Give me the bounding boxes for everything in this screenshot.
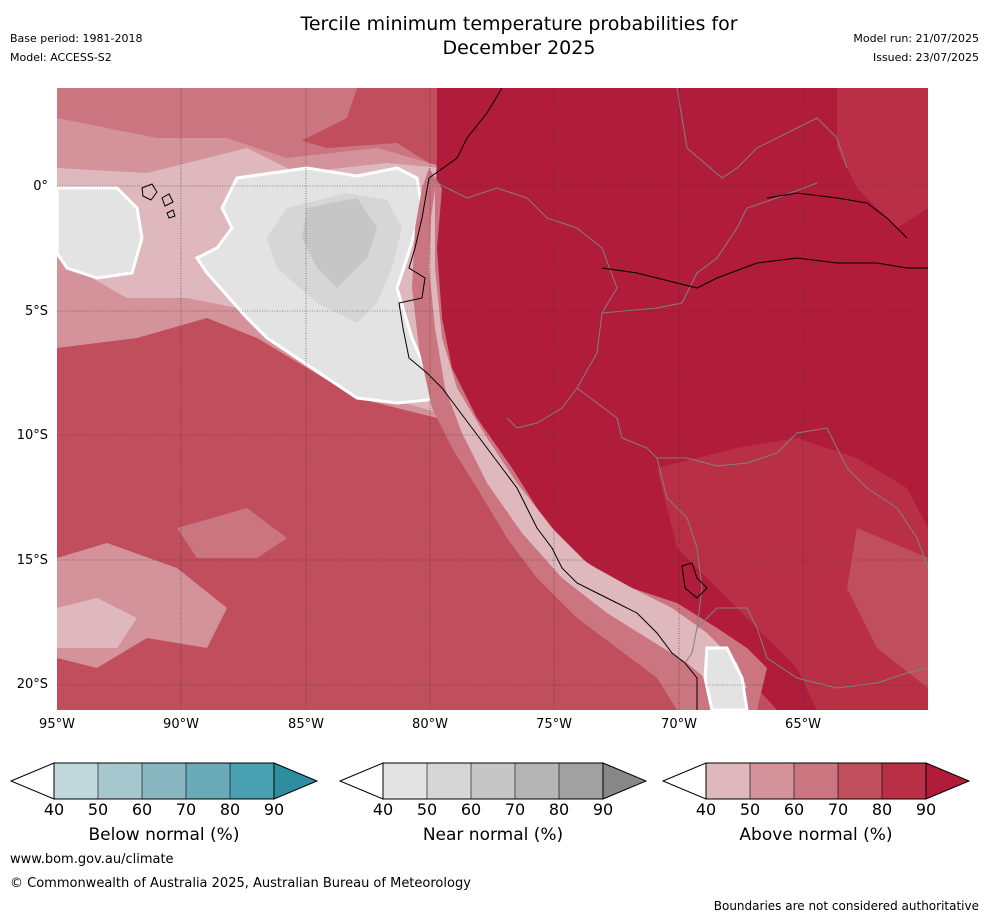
amazon-river	[601, 257, 928, 289]
colorbar-above-tick-80: 80	[871, 800, 893, 819]
colorbar-below-lower-extend	[10, 762, 55, 800]
boundary-ecuador-peru-colombia	[428, 177, 618, 429]
colorbar-above-tick-60: 60	[783, 800, 805, 819]
colorbar-near-tick-60: 60	[460, 800, 482, 819]
colorbar-below-segment-40-50	[54, 763, 98, 799]
colorbar-near-normal	[339, 762, 647, 800]
land-region-70-80-southeast	[847, 528, 928, 688]
colorbar-near-upper-extend	[602, 762, 647, 800]
colorbar-near-tick-80: 80	[548, 800, 570, 819]
near-normal-region-south	[703, 646, 749, 710]
colorbar-above-tick-90: 90	[915, 800, 937, 819]
colorbar-near-segment-70-80	[515, 763, 559, 799]
boundary-bolivia-chile-argentina	[696, 607, 928, 689]
lat-label-10s: 10°S	[16, 428, 48, 443]
lat-label-0: 0°	[33, 179, 48, 194]
colorbar-above-segment-80-90	[882, 763, 926, 799]
boundary-northern	[676, 88, 848, 179]
colorbar-above-tick-40: 40	[695, 800, 717, 819]
title-line-1: Tercile minimum temperature probabilitie…	[300, 13, 738, 35]
galapagos-island-2	[161, 193, 174, 207]
lon-label-85w: 85°W	[288, 717, 324, 732]
lat-label-15s: 15°S	[16, 553, 48, 568]
colorbar-above-lower-extend	[662, 762, 707, 800]
colorbar-above-segment-50-60	[750, 763, 794, 799]
lon-label-65w: 65°W	[785, 717, 821, 732]
colorbar-near-label: Near normal (%)	[422, 825, 564, 845]
colorbar-below-segment-50-60	[98, 763, 142, 799]
colorbar-near-segment-60-70	[471, 763, 515, 799]
ocean-patch-40-50-sw	[57, 598, 137, 648]
near-normal-region-central-60-70	[302, 198, 377, 288]
land-region-80-90-northeast	[837, 88, 928, 228]
lon-label-90w: 90°W	[163, 717, 199, 732]
colorbar-below-tick-70: 70	[175, 800, 197, 819]
colorbar-above-segment-70-80	[838, 763, 882, 799]
colorbar-near-tick-90: 90	[592, 800, 614, 819]
coastline-south-america	[398, 88, 698, 710]
model-name-text: Model: ACCESS-S2	[10, 51, 112, 64]
colorbar-below-normal	[10, 762, 318, 800]
website-link[interactable]: www.bom.gov.au/climate	[10, 852, 174, 867]
colorbar-near-lower-extend	[339, 762, 384, 800]
colorbar-near-segment-40-50	[383, 763, 427, 799]
lon-label-70w: 70°W	[661, 717, 697, 732]
colorbar-above-upper-extend	[925, 762, 970, 800]
colorbar-below-segment-70-80	[186, 763, 230, 799]
model-run-text: Model run: 21/07/2025	[853, 32, 979, 45]
base-period-text: Base period: 1981-2018	[10, 32, 143, 45]
title-line-2: December 2025	[442, 37, 596, 59]
lat-label-5s: 5°S	[24, 304, 48, 319]
colorbar-above-tick-70: 70	[827, 800, 849, 819]
probability-map	[57, 88, 928, 710]
lat-label-20s: 20°S	[16, 677, 48, 692]
graticule	[57, 88, 928, 710]
ocean-patch-60-70-sw	[177, 508, 287, 558]
colorbar-below-tick-40: 40	[43, 800, 65, 819]
land-region-80-90-south	[657, 438, 928, 710]
colorbar-near-tick-50: 50	[416, 800, 438, 819]
colorbar-above-tick-50: 50	[739, 800, 761, 819]
colorbar-above-segment-40-50	[706, 763, 750, 799]
boundary-colombia-brazil	[601, 182, 818, 314]
map-title: Tercile minimum temperature probabilitie…	[244, 12, 794, 60]
boundary-bolivia-brazil	[657, 427, 928, 569]
colorbar-above-normal	[662, 762, 970, 800]
near-normal-region-galapagos	[57, 186, 144, 280]
boundaries-disclaimer: Boundaries are not considered authoritat…	[713, 899, 979, 913]
copyright-text: © Commonwealth of Australia 2025, Austra…	[10, 876, 471, 891]
lon-label-80w: 80°W	[412, 717, 448, 732]
galapagos-island-3	[166, 209, 176, 219]
lon-label-75w: 75°W	[536, 717, 572, 732]
colorbar-below-segment-60-70	[142, 763, 186, 799]
colorbar-above-segment-60-70	[794, 763, 838, 799]
colorbar-below-tick-60: 60	[131, 800, 153, 819]
colorbar-near-segment-50-60	[427, 763, 471, 799]
lake-titicaca	[681, 562, 708, 599]
colorbar-below-upper-extend	[273, 762, 318, 800]
colorbar-near-segment-80-90	[559, 763, 603, 799]
lon-label-95w: 95°W	[39, 717, 75, 732]
colorbar-below-tick-90: 90	[263, 800, 285, 819]
colorbar-below-segment-80-90	[230, 763, 274, 799]
negro-river	[766, 192, 908, 239]
colorbar-above-label: Above normal (%)	[739, 825, 893, 845]
galapagos-island-1	[141, 183, 158, 201]
colorbar-near-tick-70: 70	[504, 800, 526, 819]
colorbar-near-tick-40: 40	[372, 800, 394, 819]
colorbar-below-tick-80: 80	[219, 800, 241, 819]
issued-date-text: Issued: 23/07/2025	[872, 51, 979, 64]
colorbar-below-tick-50: 50	[87, 800, 109, 819]
boundary-peru-brazil-bolivia	[576, 387, 703, 664]
colorbar-below-label: Below normal (%)	[88, 825, 240, 845]
